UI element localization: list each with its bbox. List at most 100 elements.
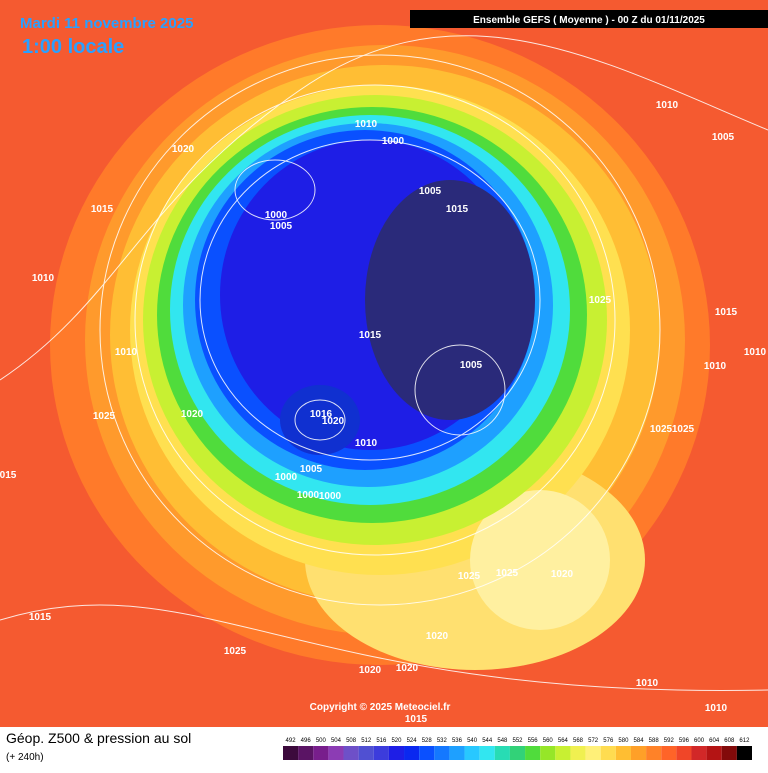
- scale-label: 588: [649, 738, 660, 744]
- isobar-label: 1015: [405, 714, 428, 725]
- scale-swatch: [706, 746, 722, 760]
- scale-label: 508: [346, 738, 357, 744]
- scale-swatch: [600, 746, 616, 760]
- scale-label: 556: [528, 738, 539, 744]
- isobar-label: 1020: [172, 144, 195, 155]
- scale-label: 600: [694, 738, 705, 744]
- isobar-label: 1010: [705, 703, 728, 714]
- scale-label: 504: [331, 738, 342, 744]
- scale-swatch: [388, 746, 405, 760]
- run-banner: [410, 10, 768, 28]
- isobar-label: 1000: [265, 210, 288, 221]
- scale-swatch: [570, 746, 586, 760]
- scale-label: 560: [543, 738, 554, 744]
- isobar-label: 1000: [382, 136, 405, 147]
- isobar-label: 015: [0, 470, 17, 481]
- scale-swatch: [343, 746, 359, 760]
- scale-label: 604: [709, 738, 720, 744]
- scale-swatch: [525, 746, 541, 760]
- isobar-label: 1010: [656, 100, 679, 111]
- footer-lead: (+ 240h): [6, 752, 44, 763]
- scale-swatch: [509, 746, 526, 760]
- scale-swatch: [434, 746, 450, 760]
- scale-swatch: [283, 746, 299, 760]
- scale-label: 548: [497, 738, 508, 744]
- scale-label: 596: [679, 738, 690, 744]
- isobar-label: 1015: [29, 612, 52, 623]
- color-scale: 492 496 500 504 508 512 516 520 524 528 532 536 540 5…: [283, 738, 752, 760]
- isobar-label: 1005: [270, 221, 293, 232]
- run-info: Ensemble GEFS ( Moyenne ) - 00 Z du 01/1…: [473, 15, 705, 26]
- scale-label: 492: [286, 738, 297, 744]
- scale-swatch: [540, 746, 556, 760]
- scale-swatch: [328, 746, 344, 760]
- scale-swatch: [661, 746, 677, 760]
- isobar-label: 1015: [715, 307, 738, 318]
- scale-swatch: [313, 746, 329, 760]
- isobar-label: 1005: [712, 132, 735, 143]
- isobar-label: 1015: [359, 330, 382, 341]
- scale-label: 524: [407, 738, 418, 744]
- scale-label: 532: [437, 738, 448, 744]
- scale-label: 592: [664, 738, 675, 744]
- date: Mardi 11 novembre 2025: [20, 15, 193, 32]
- isobar-label: 1010: [115, 347, 138, 358]
- scale-label: 568: [573, 738, 584, 744]
- scale-swatch: [449, 746, 465, 760]
- isobar-label: 1005: [300, 464, 323, 475]
- scale-swatch: [373, 746, 389, 760]
- scale-label: 540: [467, 738, 478, 744]
- time: 1:00 locale: [22, 36, 124, 58]
- scale-swatch: [691, 746, 707, 760]
- scale-swatch: [615, 746, 631, 760]
- scale-label: 580: [618, 738, 629, 744]
- scale-swatch: [676, 746, 692, 760]
- scale-swatch: [555, 746, 571, 760]
- isobar-label: 1015: [446, 204, 469, 215]
- isobar-label: 1000: [297, 490, 320, 501]
- scale-label: 552: [512, 738, 523, 744]
- scale-label: 584: [634, 738, 645, 744]
- isobar-label: 1020: [359, 665, 382, 676]
- isobar-label: 1010: [744, 347, 767, 358]
- scale-swatch: [736, 746, 752, 760]
- scale-swatch: [646, 746, 662, 760]
- scale-label: 612: [739, 738, 750, 744]
- isobar-label: 1005: [460, 360, 483, 371]
- scale-label: 572: [588, 738, 599, 744]
- scale-label: 520: [391, 738, 402, 744]
- isobar-label: 1010: [704, 361, 727, 372]
- scale-swatch: [494, 746, 510, 760]
- scale-swatch: [298, 746, 314, 760]
- isobar-label: 1010: [355, 119, 378, 130]
- scale-swatch: [419, 746, 435, 760]
- isobar-label: 1025: [224, 646, 247, 657]
- isobar-label: 1016: [310, 409, 333, 420]
- scale-label: 544: [482, 738, 493, 744]
- scale-swatch: [721, 746, 737, 760]
- scale-swatch: [358, 746, 374, 760]
- isobar-label: 1005: [419, 186, 442, 197]
- scale-label: 500: [316, 738, 327, 744]
- isobar-label: 1025: [93, 411, 116, 422]
- footer-title: Géop. Z500 & pression au sol: [6, 730, 191, 746]
- isobar-label: 1020: [396, 663, 419, 674]
- scale-swatch: [464, 746, 480, 760]
- scale-label: 564: [558, 738, 569, 744]
- isobar-label: 1010: [355, 438, 378, 449]
- scale-swatch: [585, 746, 601, 760]
- scale-label: 576: [603, 738, 614, 744]
- scale-label: 608: [724, 738, 735, 744]
- scale-label: 512: [361, 738, 372, 744]
- isobar-label: 1020: [181, 409, 204, 420]
- isobar-label: 1015: [91, 204, 114, 215]
- scale-swatch: [404, 746, 420, 760]
- isobar-label: 1020: [426, 631, 449, 642]
- isobar-label: 1020: [551, 569, 574, 580]
- map-field: [0, 0, 768, 727]
- isobar-label: 1025: [496, 568, 519, 579]
- isobar-label: 1010: [32, 273, 55, 284]
- isobar-label: 1025: [458, 571, 481, 582]
- isobar-label: 1025: [672, 424, 695, 435]
